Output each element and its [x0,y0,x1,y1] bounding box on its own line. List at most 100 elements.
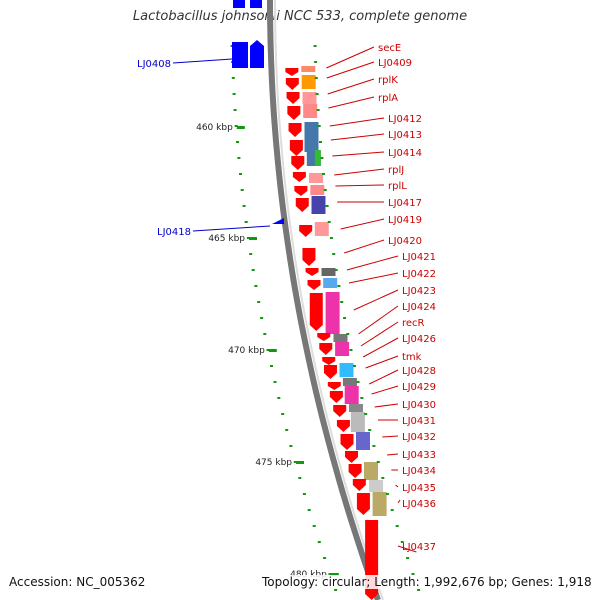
leader-line [397,545,417,553]
gene-label-lj0428: LJ0428 [402,366,436,377]
leader-line [368,369,399,385]
cog-color-box [301,75,316,89]
leader-line [332,151,385,157]
cog-color-box [364,462,378,480]
track-tick [390,509,394,511]
gene-label-lj0429: LJ0429 [402,382,436,393]
cog-color-box [310,185,325,195]
leader-line [172,58,233,64]
forward-gene-arrow [287,106,301,120]
track-tick [260,317,264,319]
gene-label-lj0414: LJ0414 [388,148,422,159]
track-tick [249,253,253,255]
leader-line [382,435,399,438]
track-tick [334,269,338,271]
track-tick [240,189,244,191]
track-tick [281,413,285,415]
forward-gene-arrow [356,493,370,515]
track-tick [314,77,318,79]
leader-line [326,46,375,69]
forward-gene-arrow [309,293,323,331]
gene-label-lj0435: LJ0435 [402,483,436,494]
track-tick [231,77,235,79]
cog-color-box [344,386,359,404]
forward-gene-arrow [345,451,359,463]
track-tick [406,557,410,559]
forward-gene-arrow [340,434,354,450]
forward-gene-arrow [327,382,341,390]
track-tick [368,429,372,431]
kbp-label: 465 kbp [208,234,245,244]
kbp-major-tick [236,126,245,129]
gene-label-rplj: rplJ [388,165,404,176]
leader-line [360,321,399,347]
gene-label-lj0419: LJ0419 [388,215,422,226]
leader-line [348,272,399,284]
cog-color-box [356,432,370,450]
track-tick [395,525,399,527]
track-tick [329,237,333,239]
track-tick [317,125,321,127]
track-tick [327,221,331,223]
track-tick [400,541,404,543]
forward-gene-arrow [286,92,300,104]
forward-gene-arrow [322,357,336,365]
leader-line [387,453,399,456]
track-tick [325,205,329,207]
cog-color-box [335,342,350,356]
gene-label-lj0417: LJ0417 [388,198,422,209]
track-tick [315,93,319,95]
track-tick [237,157,241,159]
forward-gene-arrow [288,123,302,137]
cog-color-box [301,66,316,72]
leader-line [327,78,375,95]
accession-text: Accession: NC_005362 [9,575,146,589]
gene-label-lj0420: LJ0420 [388,236,422,247]
leader-line [353,289,399,311]
leader-line [329,117,385,127]
cog-color-box [333,334,348,342]
track-tick [320,157,324,159]
cog-color-box [321,268,336,276]
track-tick [316,109,320,111]
cog-color-box [323,278,338,288]
gene-label-lj0436: LJ0436 [402,499,436,510]
kbp-major-tick [249,237,257,240]
leader-line [326,61,375,79]
forward-gene-arrow [307,280,321,290]
gene-labels: secE LJ0409 rplK rplA LJ0412 LJ0413 LJ0414 rplJ… [137,43,436,553]
track-tick [277,397,281,399]
track-tick [289,445,293,447]
track-tick [246,237,250,239]
forward-gene-arrow [295,198,309,212]
gene-label-rpla: rplA [378,93,398,104]
track-tick [244,221,248,223]
track-tick [346,333,350,335]
track-tick [263,333,267,335]
track-tick [266,349,270,351]
track-tick [417,589,421,591]
track-tick [270,365,273,367]
leader-line [362,337,399,358]
gene-label-lj0421: LJ0421 [402,252,436,263]
cog-color-box [369,480,384,492]
track-tick [254,285,258,287]
backbone-edge [274,0,384,600]
kbp-label: 475 kbp [255,458,292,468]
gene-label-lj0413: LJ0413 [388,130,422,141]
track-tick [317,541,321,543]
track-tick [364,413,368,415]
cog-color-box [302,92,317,104]
forward-gene-arrow [348,464,362,478]
gene-label-lj0431: LJ0431 [402,416,436,427]
track-tick [319,141,322,143]
forward-gene-arrow [333,405,347,417]
track-tick [232,93,236,95]
gene-label-recr: recR [402,318,425,329]
leader-line [395,484,399,488]
track-tick [251,269,255,271]
cog-color-box [342,378,357,386]
track-tick [314,61,318,63]
